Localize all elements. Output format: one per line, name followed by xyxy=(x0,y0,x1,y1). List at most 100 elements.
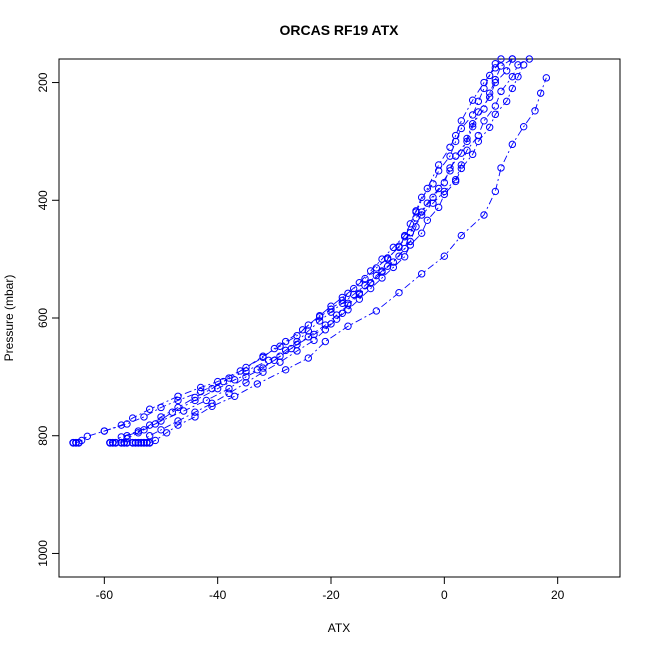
data-point xyxy=(474,97,483,106)
data-point xyxy=(179,407,188,415)
data-point xyxy=(242,373,250,381)
data-point xyxy=(157,426,165,434)
data-point xyxy=(117,438,126,447)
chart-title: ORCAS RF19 ATX xyxy=(279,22,399,38)
data-point xyxy=(168,408,177,416)
x-axis-label: ATX xyxy=(328,621,350,635)
data-point xyxy=(293,331,301,340)
floor-points xyxy=(69,438,154,447)
data-point xyxy=(406,220,415,228)
y-tick-label: 400 xyxy=(36,190,50,210)
data-point xyxy=(474,137,483,146)
data-point xyxy=(491,75,500,84)
data-point xyxy=(208,384,216,393)
data-point xyxy=(502,67,511,75)
data-point xyxy=(378,274,386,282)
data-point xyxy=(491,187,500,196)
data-point xyxy=(434,184,443,193)
data-point xyxy=(332,315,341,323)
data-point xyxy=(157,413,165,421)
data-point xyxy=(508,55,517,63)
data-point xyxy=(508,140,517,149)
data-point xyxy=(429,180,437,188)
series-1 xyxy=(72,55,505,447)
y-tick-label: 600 xyxy=(36,308,50,328)
data-point xyxy=(242,379,250,387)
data-point xyxy=(491,102,500,110)
data-point xyxy=(412,207,420,215)
data-point xyxy=(219,377,228,386)
data-point xyxy=(457,124,466,133)
data-point xyxy=(378,267,386,275)
data-point xyxy=(162,429,171,437)
data-point xyxy=(378,255,386,263)
data-point xyxy=(208,399,216,408)
data-point xyxy=(468,111,477,119)
data-point xyxy=(497,55,505,63)
data-point xyxy=(440,252,449,260)
data-point xyxy=(108,438,117,447)
data-point xyxy=(83,432,92,441)
data-point xyxy=(457,117,466,125)
data-point xyxy=(259,352,267,360)
data-point xyxy=(446,167,454,175)
data-point xyxy=(372,307,381,315)
data-point xyxy=(519,122,528,131)
data-point xyxy=(480,117,488,125)
data-point xyxy=(276,342,284,350)
data-point xyxy=(74,438,83,447)
data-point xyxy=(457,164,466,173)
series-line xyxy=(109,58,513,444)
data-point xyxy=(259,364,267,372)
y-axis: 200 400 600 800 1000 xyxy=(36,72,60,567)
y-tick-label: 800 xyxy=(36,425,50,445)
data-point xyxy=(315,317,324,325)
data-point xyxy=(106,438,114,447)
data-point xyxy=(457,231,466,240)
data-point xyxy=(417,229,426,237)
data-point xyxy=(463,146,471,154)
data-point xyxy=(264,356,273,365)
data-point xyxy=(463,134,471,143)
data-point xyxy=(208,402,216,410)
data-point xyxy=(400,253,409,261)
data-point xyxy=(281,337,290,346)
data-point xyxy=(423,184,432,193)
data-point xyxy=(128,438,137,447)
data-point xyxy=(395,288,403,297)
data-point xyxy=(497,164,505,172)
data-point xyxy=(196,383,205,392)
data-point xyxy=(542,74,551,82)
data-point xyxy=(468,96,477,104)
y-tick-label: 200 xyxy=(36,72,50,92)
data-point xyxy=(497,87,505,96)
data-point xyxy=(100,427,109,435)
data-point xyxy=(485,93,494,101)
data-point xyxy=(491,60,500,68)
data-point xyxy=(213,377,222,386)
data-point xyxy=(142,438,151,447)
data-point xyxy=(536,89,545,97)
data-point xyxy=(242,363,250,372)
data-point xyxy=(508,84,517,93)
data-point xyxy=(281,366,290,374)
data-point xyxy=(502,97,511,106)
y-axis-label: Pressure (mbar) xyxy=(2,275,16,362)
data-point xyxy=(451,131,460,140)
data-point xyxy=(389,263,398,272)
series-line xyxy=(75,58,502,444)
data-point xyxy=(349,290,358,299)
data-point xyxy=(111,438,120,447)
data-point xyxy=(131,438,140,447)
data-point xyxy=(134,438,143,447)
data-point xyxy=(429,199,437,207)
data-point xyxy=(491,110,500,119)
data-point xyxy=(310,330,318,339)
data-point xyxy=(519,61,528,69)
data-point xyxy=(355,289,364,297)
data-point xyxy=(321,337,330,346)
x-tick-label: -60 xyxy=(96,588,114,602)
series-line xyxy=(149,77,547,444)
data-point xyxy=(355,278,364,287)
data-point xyxy=(383,254,392,262)
